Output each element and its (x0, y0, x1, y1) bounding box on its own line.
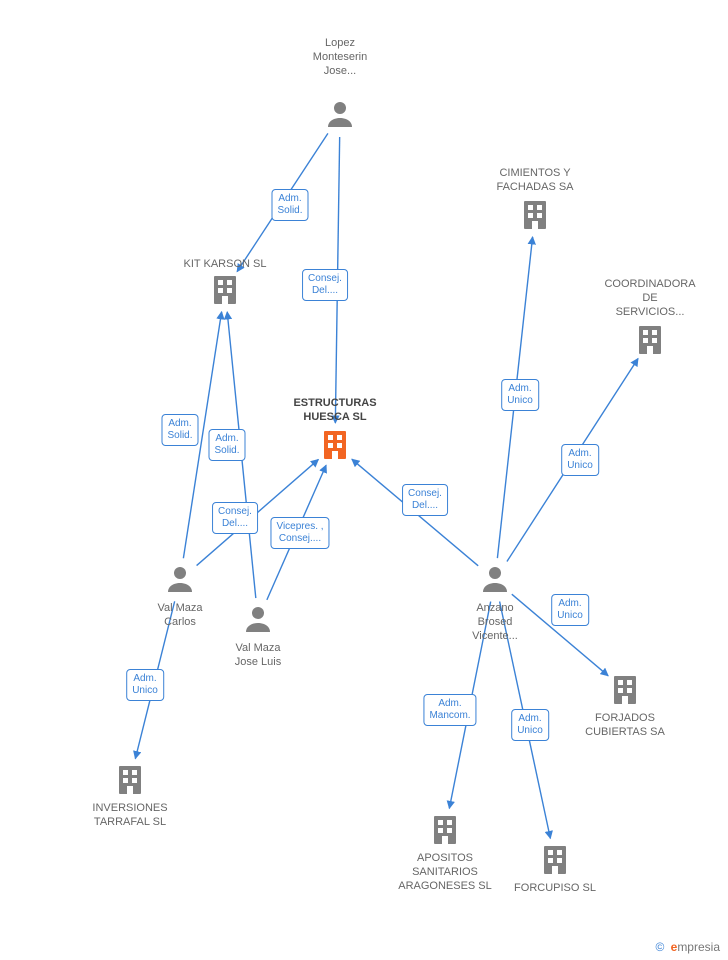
node-anzano[interactable] (483, 567, 507, 592)
edge-label-valcarlos-inversiones: Adm. Unico (126, 669, 164, 701)
node-cimientos[interactable] (524, 201, 546, 229)
building-icon (434, 816, 456, 844)
edge-label-anzano-apositos: Adm. Mancom. (423, 694, 476, 726)
node-forjados[interactable] (614, 676, 636, 704)
node-label-estructuras: ESTRUCTURAS HUESCA SL (293, 397, 376, 425)
building-icon (214, 276, 236, 304)
building-icon (119, 766, 141, 794)
node-estructuras[interactable] (324, 431, 346, 459)
edge-label-valcarlos-estructuras: Consej. Del.... (212, 502, 258, 534)
node-label-valcarlos: Val Maza Carlos (157, 602, 202, 630)
copyright-symbol: © (655, 940, 664, 954)
node-valjose[interactable] (246, 607, 270, 632)
person-icon (483, 567, 507, 592)
node-apositos[interactable] (434, 816, 456, 844)
node-coord[interactable] (639, 326, 661, 354)
footer-credit: © empresia (655, 940, 720, 954)
building-icon (639, 326, 661, 354)
person-icon (246, 607, 270, 632)
edge-label-anzano-cimientos: Adm. Unico (501, 379, 539, 411)
brand-rest: mpresia (677, 940, 720, 954)
node-label-lopez: Lopez Monteserin Jose... (313, 37, 367, 78)
node-valcarlos[interactable] (168, 567, 192, 592)
edge-label-anzano-forcupiso: Adm. Unico (511, 709, 549, 741)
person-icon (328, 102, 352, 127)
building-icon (324, 431, 346, 459)
node-forcupiso[interactable] (544, 846, 566, 874)
edge-label-valjose-estructuras: Vicepres. , Consej.... (270, 517, 329, 549)
node-lopez[interactable] (328, 102, 352, 127)
node-label-kitkarson: KIT KARSON SL (184, 258, 267, 272)
edge-label-lopez-estructuras: Consej. Del.... (302, 269, 348, 301)
node-label-inversiones: INVERSIONES TARRAFAL SL (92, 802, 167, 830)
edge-label-valcarlos-kitkarson: Adm. Solid. (161, 414, 198, 446)
building-icon (614, 676, 636, 704)
node-label-valjose: Val Maza Jose Luis (235, 642, 281, 670)
edge-label-anzano-forjados: Adm. Unico (551, 594, 589, 626)
node-label-cimientos: CIMIENTOS Y FACHADAS SA (496, 167, 573, 195)
node-label-anzano: Anzano Brosed Vicente... (472, 602, 518, 643)
edge-label-anzano-estructuras: Consej. Del.... (402, 484, 448, 516)
node-inversiones[interactable] (119, 766, 141, 794)
node-label-coord: COORDINADORA DE SERVICIOS... (604, 278, 695, 319)
node-label-forjados: FORJADOS CUBIERTAS SA (585, 712, 665, 740)
node-label-apositos: APOSITOS SANITARIOS ARAGONESES SL (398, 852, 492, 893)
building-icon (544, 846, 566, 874)
edge-label-anzano-coord: Adm. Unico (561, 444, 599, 476)
edge-label-valjose-kitkarson: Adm. Solid. (208, 429, 245, 461)
building-icon (524, 201, 546, 229)
node-label-forcupiso: FORCUPISO SL (514, 882, 596, 896)
node-kitkarson[interactable] (214, 276, 236, 304)
person-icon (168, 567, 192, 592)
edge-label-lopez-kitkarson: Adm. Solid. (271, 189, 308, 221)
